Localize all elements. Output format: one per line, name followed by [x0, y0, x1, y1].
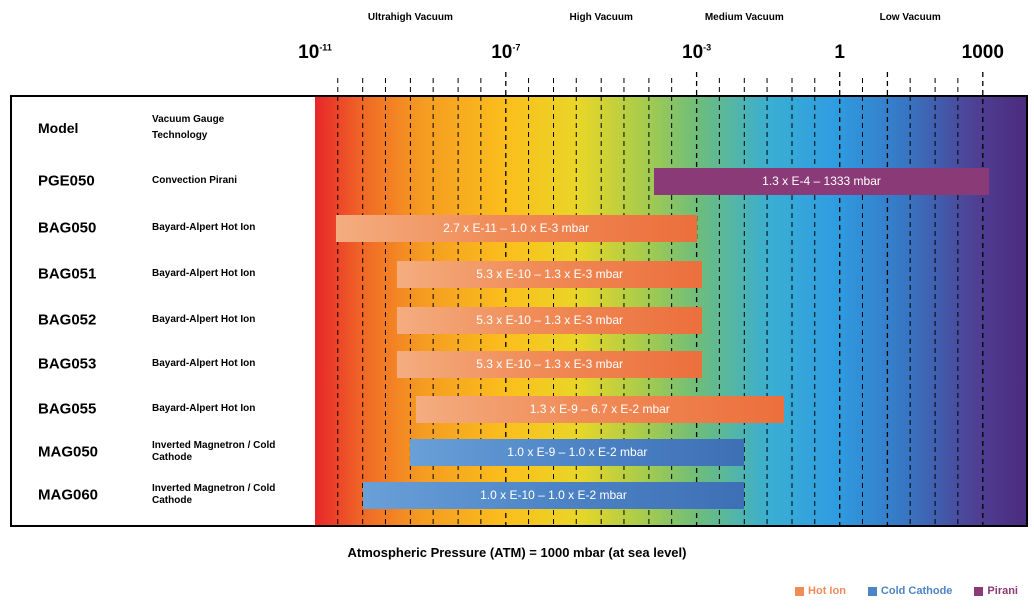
chart-frame: [10, 95, 1028, 527]
legend-item-cold: Cold Cathode: [867, 585, 953, 597]
row-technology: Convection Pirani: [152, 175, 238, 186]
legend-swatch: [974, 586, 984, 596]
pressure-region-label: High Vacuum: [569, 12, 633, 23]
x-tick-base: 10: [491, 42, 513, 63]
range-bar-bag053: 5.3 x E-10 – 1.3 x E-3 mbar: [397, 350, 703, 378]
row-technology: Inverted Magnetron / Cold Cathode: [152, 440, 276, 463]
range-bar-label: 1.3 x E-9 – 6.7 x E-2 mbar: [529, 402, 670, 416]
pressure-region-label: Medium Vacuum: [704, 12, 784, 23]
header-model: Model: [38, 120, 79, 136]
range-bar-label: 1.3 x E-4 – 1333 mbar: [762, 174, 881, 188]
range-bar-label: 5.3 x E-10 – 1.3 x E-3 mbar: [476, 357, 623, 371]
legend-label: Pirani: [987, 585, 1018, 597]
range-bar-bag050: 2.7 x E-11 – 1.0 x E-3 mbar: [335, 214, 697, 242]
x-tick-base: 1: [834, 42, 845, 63]
range-bar-mag050: 1.0 x E-9 – 1.0 x E-2 mbar: [410, 438, 745, 466]
row-model: BAG051: [38, 265, 97, 283]
x-tick-base: 1000: [961, 42, 1004, 63]
row-model: MAG060: [38, 486, 99, 504]
range-bar-label: 1.0 x E-10 – 1.0 x E-2 mbar: [480, 488, 627, 502]
range-bar-label: 2.7 x E-11 – 1.0 x E-3 mbar: [443, 221, 589, 235]
legend: Hot Ion Cold Cathode Pirani: [795, 585, 1018, 597]
legend-swatch: [867, 586, 877, 596]
row-model: BAG053: [38, 355, 97, 373]
x-tick-exponent: -3: [703, 42, 712, 53]
pressure-region-label: Low Vacuum: [879, 12, 941, 23]
range-bar-label: 1.0 x E-9 – 1.0 x E-2 mbar: [507, 445, 648, 459]
row-model: BAG052: [38, 311, 97, 329]
legend-item-hot: Hot Ion: [795, 585, 846, 597]
range-bar-bag055: 1.3 x E-9 – 6.7 x E-2 mbar: [415, 395, 784, 423]
row-technology: Inverted Magnetron / Cold Cathode: [152, 483, 276, 506]
x-tick-base: 10: [298, 42, 320, 63]
pressure-region-label: Ultrahigh Vacuum: [367, 12, 453, 23]
range-bar-pge050: 1.3 x E-4 – 1333 mbar: [654, 167, 989, 195]
x-tick-exponent: -7: [512, 42, 521, 53]
x-tick-exponent: -11: [319, 42, 332, 53]
x-tick-label: 1000: [962, 42, 1004, 64]
row-technology: Bayard-Alpert Hot Ion: [152, 268, 256, 279]
range-bar-mag060: 1.0 x E-10 – 1.0 x E-2 mbar: [362, 481, 745, 509]
range-bar-bag052: 5.3 x E-10 – 1.3 x E-3 mbar: [397, 306, 703, 334]
x-tick-label: 1: [834, 42, 845, 64]
x-tick-base: 10: [682, 42, 704, 63]
x-tick-label: 10-7: [491, 42, 520, 64]
legend-swatch: [795, 586, 805, 596]
row-model: BAG050: [38, 219, 97, 237]
legend-item-pirani: Pirani: [974, 585, 1018, 597]
legend-label: Cold Cathode: [880, 585, 953, 597]
row-technology: Bayard-Alpert Hot Ion: [152, 358, 256, 369]
row-model: BAG055: [38, 400, 97, 418]
header-technology: Vacuum Gauge Technology: [152, 114, 225, 141]
legend-label: Hot Ion: [808, 585, 846, 597]
x-tick-label: 10-11: [298, 42, 332, 64]
x-tick-label: 10-3: [682, 42, 711, 64]
row-technology: Bayard-Alpert Hot Ion: [152, 403, 256, 414]
row-technology: Bayard-Alpert Hot Ion: [152, 222, 256, 233]
range-bar-label: 5.3 x E-10 – 1.3 x E-3 mbar: [476, 313, 623, 327]
row-model: PGE050: [38, 172, 95, 190]
range-bar-bag051: 5.3 x E-10 – 1.3 x E-3 mbar: [397, 260, 703, 288]
row-technology: Bayard-Alpert Hot Ion: [152, 314, 256, 325]
range-bar-label: 5.3 x E-10 – 1.3 x E-3 mbar: [476, 267, 623, 281]
row-model: MAG050: [38, 443, 99, 461]
atm-footnote: Atmospheric Pressure (ATM) = 1000 mbar (…: [347, 545, 687, 560]
